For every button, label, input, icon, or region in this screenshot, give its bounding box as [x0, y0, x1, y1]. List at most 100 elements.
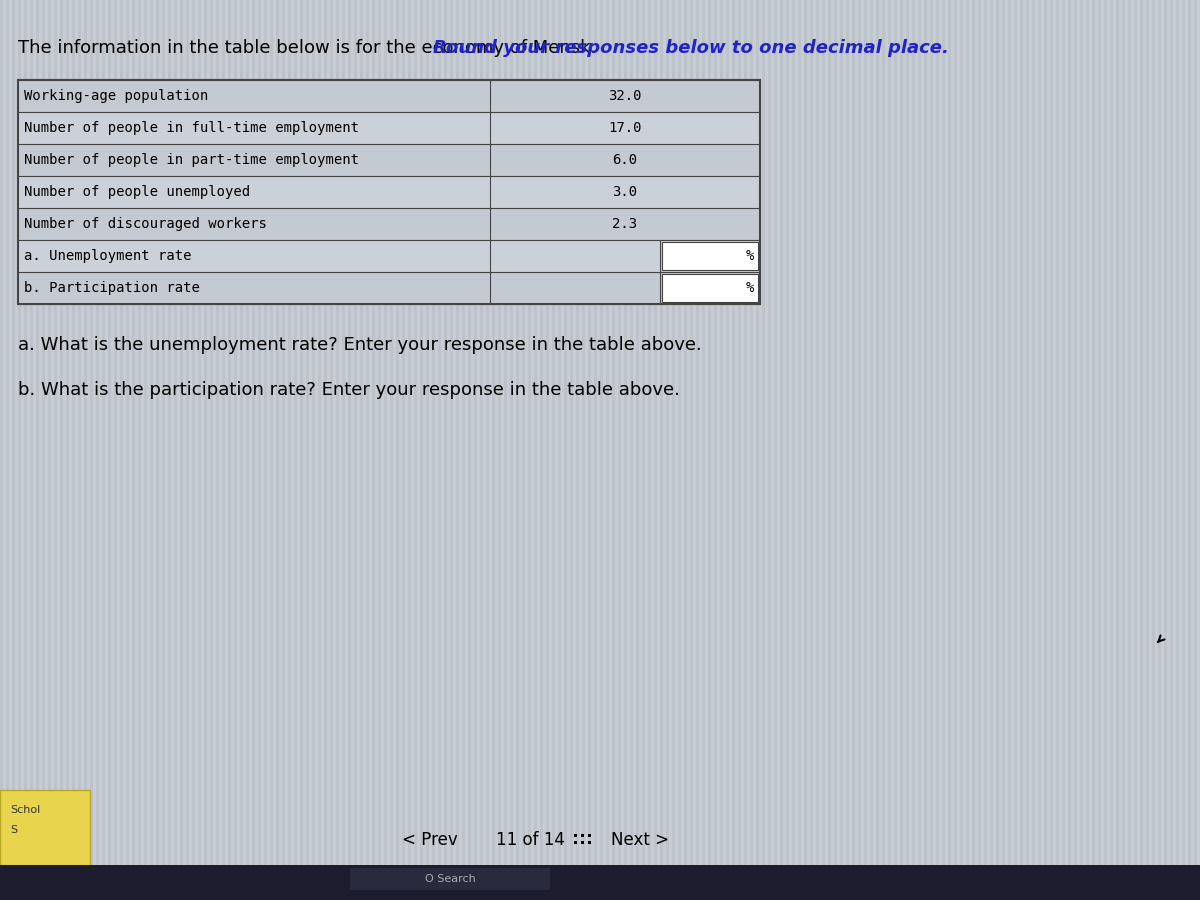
Bar — [636, 0, 640, 900]
Bar — [936, 0, 940, 900]
Bar — [972, 0, 974, 900]
Bar — [180, 0, 182, 900]
Bar — [948, 0, 952, 900]
Bar — [996, 0, 998, 900]
Bar — [924, 0, 928, 900]
Bar — [282, 0, 286, 900]
Bar — [624, 0, 628, 900]
Text: 3.0: 3.0 — [612, 185, 637, 199]
Bar — [402, 0, 406, 900]
Bar — [30, 0, 34, 900]
Bar — [408, 0, 410, 900]
Bar — [1014, 0, 1018, 900]
Bar — [222, 0, 226, 900]
Bar — [1038, 0, 1042, 900]
Bar — [492, 0, 496, 900]
Bar — [156, 0, 158, 900]
Bar — [984, 0, 986, 900]
Bar — [228, 0, 230, 900]
Bar — [126, 0, 130, 900]
Bar — [372, 0, 374, 900]
Bar — [18, 144, 760, 176]
Bar — [888, 0, 890, 900]
Bar — [1050, 0, 1054, 900]
Text: a. What is the unemployment rate? Enter your response in the table above.: a. What is the unemployment rate? Enter … — [18, 336, 702, 354]
Bar — [1056, 0, 1060, 900]
Bar — [150, 0, 154, 900]
Bar — [510, 0, 514, 900]
Bar — [18, 208, 760, 240]
Bar — [678, 0, 682, 900]
Text: Number of people in part-time employment: Number of people in part-time employment — [24, 153, 359, 167]
Bar — [846, 0, 850, 900]
Text: b. What is the participation rate? Enter your response in the table above.: b. What is the participation rate? Enter… — [18, 381, 680, 399]
Bar — [270, 0, 274, 900]
Bar — [582, 0, 586, 900]
Bar — [581, 834, 583, 836]
Bar — [396, 0, 398, 900]
Bar — [96, 0, 98, 900]
Bar — [738, 0, 742, 900]
Bar — [588, 0, 592, 900]
Bar — [276, 0, 278, 900]
Bar — [574, 834, 576, 836]
Bar — [18, 272, 760, 304]
Bar — [558, 0, 562, 900]
Bar — [1134, 0, 1138, 900]
Bar — [18, 112, 760, 144]
Bar — [138, 0, 142, 900]
Bar — [1044, 0, 1046, 900]
Bar — [84, 0, 88, 900]
Bar — [894, 0, 898, 900]
Bar — [786, 0, 790, 900]
Bar — [768, 0, 772, 900]
Bar — [246, 0, 250, 900]
Bar — [798, 0, 802, 900]
Bar — [966, 0, 970, 900]
Bar — [378, 0, 382, 900]
Bar — [18, 176, 760, 208]
Bar — [822, 0, 826, 900]
Bar — [420, 0, 424, 900]
Bar — [720, 0, 722, 900]
Bar — [852, 0, 854, 900]
Bar — [438, 0, 442, 900]
Bar — [882, 0, 886, 900]
Bar — [234, 0, 238, 900]
Bar — [660, 0, 662, 900]
Bar — [1176, 0, 1178, 900]
Bar — [840, 0, 842, 900]
Bar — [252, 0, 256, 900]
Text: 17.0: 17.0 — [608, 121, 642, 135]
Bar — [606, 0, 610, 900]
Bar — [534, 0, 538, 900]
Bar — [1092, 0, 1096, 900]
Bar — [1146, 0, 1150, 900]
Bar — [54, 0, 58, 900]
Bar — [1104, 0, 1108, 900]
Text: Working-age population: Working-age population — [24, 89, 209, 103]
Bar — [618, 0, 622, 900]
Bar — [1032, 0, 1034, 900]
Bar — [930, 0, 934, 900]
Bar — [662, 274, 758, 302]
Bar — [816, 0, 818, 900]
Text: b. Participation rate: b. Participation rate — [24, 281, 200, 295]
Bar — [18, 240, 760, 272]
Bar — [432, 0, 436, 900]
Bar — [516, 0, 520, 900]
Bar — [456, 0, 458, 900]
Bar — [12, 0, 14, 900]
Bar — [498, 0, 502, 900]
Bar — [654, 0, 658, 900]
Bar — [522, 0, 526, 900]
Bar — [192, 0, 194, 900]
Bar — [1158, 0, 1162, 900]
Text: Number of discouraged workers: Number of discouraged workers — [24, 217, 266, 231]
Bar — [1074, 0, 1078, 900]
Bar — [120, 0, 124, 900]
Bar — [390, 0, 394, 900]
Bar — [42, 0, 46, 900]
Text: Number of people unemployed: Number of people unemployed — [24, 185, 250, 199]
Bar — [1188, 0, 1190, 900]
